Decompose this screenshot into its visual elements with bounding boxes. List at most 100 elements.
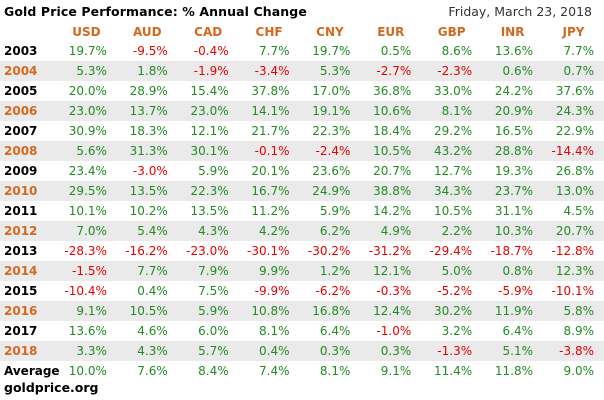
column-header-aud: AUD [133, 24, 162, 39]
value-cell: -1.0% [360, 321, 422, 341]
value-cell: 14.2% [360, 201, 422, 221]
table-row: 2017 13.6% 4.6% 6.0% 8.1% 6.4% -1.0% 3.2% 6.4% 8.… [0, 321, 604, 341]
value-cell: 26.8% [543, 161, 604, 181]
value-cell: 11.8% [482, 361, 543, 381]
value-cell: 8.9% [543, 321, 604, 341]
value-cell: 8.1% [299, 361, 361, 381]
value-cell: -28.3% [56, 241, 117, 261]
column-header-jpy: JPY [562, 24, 585, 39]
value-cell: 31.1% [482, 201, 543, 221]
value-cell: 13.7% [116, 101, 178, 121]
value-cell: 4.3% [116, 341, 178, 361]
value-cell: 19.7% [56, 41, 117, 61]
value-cell: 31.3% [116, 141, 178, 161]
year-cell: 2004 [0, 61, 56, 81]
value-cell: 0.3% [299, 341, 361, 361]
value-cell: 15.4% [177, 81, 239, 101]
value-cell: -0.4% [177, 41, 239, 61]
value-cell: 5.6% [56, 141, 117, 161]
year-cell: 2017 [0, 321, 56, 341]
value-cell: 10.2% [116, 201, 178, 221]
table-row: 2003 19.7% -9.5% -0.4% 7.7% 19.7% 0.5% 8.6% 13.6… [0, 41, 604, 61]
value-cell: -5.9% [482, 281, 543, 301]
value-cell: 19.7% [299, 41, 361, 61]
column-header-usd: USD [72, 24, 101, 39]
column-header-inr: INR [500, 24, 525, 39]
performance-table: USD AUD CAD CHF CNY EUR GBP INR JPY 2003… [0, 22, 604, 381]
value-cell: 4.2% [238, 221, 300, 241]
value-cell: 8.1% [238, 321, 300, 341]
value-cell: 5.9% [177, 301, 239, 321]
value-cell: 0.5% [360, 41, 422, 61]
table-row: 2014 -1.5% 7.7% 7.9% 9.9% 1.2% 12.1% 5.0% 0.8% 12… [0, 261, 604, 281]
value-cell: -23.0% [177, 241, 239, 261]
value-cell: -10.1% [543, 281, 604, 301]
value-cell: 1.8% [116, 61, 178, 81]
value-cell: -6.2% [299, 281, 361, 301]
value-cell: 0.7% [543, 61, 604, 81]
year-column-header [0, 22, 56, 41]
value-cell: 2.2% [421, 221, 483, 241]
value-cell: 23.4% [56, 161, 117, 181]
year-cell: 2011 [0, 201, 56, 221]
value-cell: 17.0% [299, 81, 361, 101]
value-cell: 16.7% [238, 181, 300, 201]
value-cell: -9.9% [238, 281, 300, 301]
value-cell: 24.2% [482, 81, 543, 101]
value-cell: 8.6% [421, 41, 483, 61]
year-cell: Average [0, 361, 60, 381]
value-cell: 10.5% [116, 301, 178, 321]
value-cell: 24.3% [543, 101, 604, 121]
value-cell: 13.6% [482, 41, 543, 61]
value-cell: 20.0% [56, 81, 117, 101]
value-cell: 28.8% [482, 141, 543, 161]
value-cell: 6.0% [177, 321, 239, 341]
value-cell: 37.8% [238, 81, 300, 101]
value-cell: -0.3% [360, 281, 422, 301]
value-cell: 0.8% [482, 261, 543, 281]
value-cell: -14.4% [543, 141, 604, 161]
value-cell: 16.8% [299, 301, 361, 321]
year-cell: 2005 [0, 81, 56, 101]
value-cell: 20.7% [360, 161, 422, 181]
value-cell: 13.0% [543, 181, 604, 201]
table-row: 2012 7.0% 5.4% 4.3% 4.2% 6.2% 4.9% 2.2% 10.3% 20.… [0, 221, 604, 241]
value-cell: 10.1% [56, 201, 117, 221]
value-cell: 0.3% [360, 341, 422, 361]
value-cell: 1.2% [299, 261, 361, 281]
year-cell: 2003 [0, 41, 56, 61]
year-cell: 2007 [0, 121, 56, 141]
value-cell: 0.6% [482, 61, 543, 81]
value-cell: -18.7% [482, 241, 543, 261]
value-cell: 18.3% [116, 121, 178, 141]
table-row: 2004 5.3% 1.8% -1.9% -3.4% 5.3% -2.7% -2.3% 0.6%… [0, 61, 604, 81]
value-cell: 8.1% [421, 101, 483, 121]
value-cell: -2.4% [299, 141, 361, 161]
value-cell: 7.6% [116, 361, 178, 381]
value-cell: 4.5% [543, 201, 604, 221]
value-cell: 6.4% [299, 321, 361, 341]
value-cell: 7.7% [238, 41, 300, 61]
value-cell: 5.0% [421, 261, 483, 281]
value-cell: 6.2% [299, 221, 361, 241]
value-cell: 29.2% [421, 121, 483, 141]
column-header-gbp: GBP [437, 24, 466, 39]
year-cell: 2010 [0, 181, 56, 201]
value-cell: -10.4% [56, 281, 117, 301]
value-cell: 5.3% [299, 61, 361, 81]
value-cell: 5.4% [116, 221, 178, 241]
value-cell: 0.4% [116, 281, 178, 301]
table-row: 2013 -28.3% -16.2% -23.0% -30.1% -30.2% -31.2%… [0, 241, 604, 261]
value-cell: 19.1% [299, 101, 361, 121]
value-cell: -29.4% [421, 241, 483, 261]
value-cell: 30.9% [56, 121, 117, 141]
value-cell: 7.7% [116, 261, 178, 281]
value-cell: -30.1% [238, 241, 300, 261]
year-cell: 2012 [0, 221, 56, 241]
value-cell: 12.4% [360, 301, 422, 321]
value-cell: 11.2% [238, 201, 300, 221]
year-cell: 2018 [0, 341, 56, 361]
value-cell: 20.9% [482, 101, 543, 121]
value-cell: 33.0% [421, 81, 483, 101]
value-cell: 3.3% [56, 341, 117, 361]
